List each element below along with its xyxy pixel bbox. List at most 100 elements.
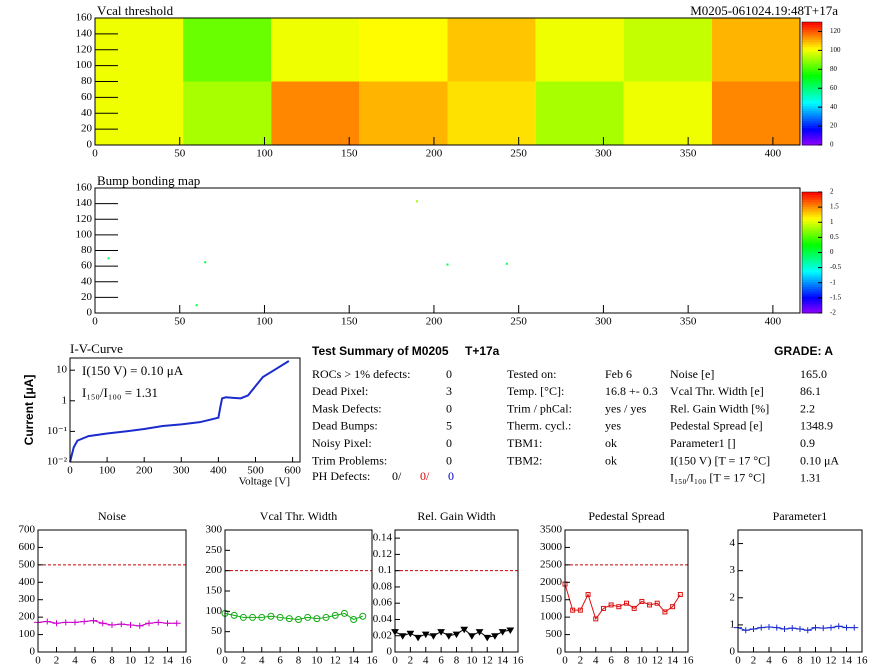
colorbar-label: -0.5: [830, 263, 842, 271]
y-tick-label: 1000: [540, 611, 563, 623]
y-tick-label: 3500: [540, 524, 563, 536]
chart-title: I-V-Curve: [70, 341, 123, 356]
marker: [295, 615, 302, 623]
marker: [677, 591, 683, 597]
summary-value: Feb 6: [605, 367, 632, 381]
x-tick-label: 14: [162, 655, 174, 667]
x-tick-label: 8: [109, 655, 115, 667]
colorbar-strip: [802, 34, 822, 38]
chart-title: Rel. Gain Width: [417, 509, 495, 523]
marker: [467, 633, 476, 640]
data-line: [564, 583, 681, 620]
marker: [98, 620, 107, 627]
colorbar-strip: [802, 76, 822, 80]
x-tick-label: 0: [392, 655, 398, 667]
y-tick-label: 120: [76, 213, 93, 225]
y-axis-label: Current [μA]: [22, 375, 36, 446]
colorbar-strip: [802, 296, 822, 299]
colorbar-strip: [802, 223, 822, 227]
heatmap-cell: [183, 18, 272, 82]
colorbar-strip: [802, 291, 822, 295]
colorbar-strip: [802, 237, 822, 241]
y-tick-label: 10⁻¹: [47, 425, 67, 437]
marker: [608, 602, 614, 608]
x-tick-label: 400: [765, 148, 782, 160]
summary-value: 2.2: [800, 401, 815, 415]
colorbar-strip: [802, 135, 822, 139]
x-tick-label: 0: [562, 655, 568, 667]
y-tick-label: 60: [81, 91, 93, 103]
summary-value: yes: [605, 419, 621, 433]
grade: GRADE: A: [774, 344, 833, 358]
summary-value: 0: [446, 453, 452, 467]
marker: [749, 625, 758, 632]
x-tick-label: 12: [826, 655, 837, 667]
colorbar-strip: [802, 245, 822, 249]
y-tick-label: 250: [206, 544, 223, 556]
colorbar-strip: [802, 51, 822, 55]
y-tick-label: 300: [19, 593, 36, 605]
marker: [460, 626, 469, 634]
colorbar-label: 0: [830, 141, 834, 149]
colorbar-strip: [802, 192, 822, 195]
colorbar-label: 100: [830, 46, 841, 54]
colorbar-strip: [802, 137, 822, 141]
colorbar-strip: [802, 98, 822, 102]
colorbar-strip: [802, 233, 822, 237]
x-tick-label: 4: [259, 655, 265, 667]
marker: [421, 631, 430, 639]
colorbar-strip: [802, 31, 822, 35]
y-tick-label: 0.06: [373, 597, 393, 609]
summary-value: 0.10 μA: [800, 453, 839, 467]
colorbar-strip: [802, 115, 822, 119]
summary-value: 16.8 +- 0.3: [605, 384, 658, 398]
marker: [765, 624, 773, 631]
chart-title: Parameter1: [773, 509, 828, 523]
y-tick-label: 10⁻²: [47, 456, 68, 468]
heatmap-cell: [623, 18, 712, 82]
colorbar-label: 2: [830, 188, 834, 196]
colorbar-strip: [802, 142, 822, 146]
marker: [414, 634, 422, 642]
marker: [811, 624, 820, 631]
y-tick-label: 20: [81, 123, 93, 135]
x-tick-label: 10: [466, 655, 478, 667]
colorbar-strip: [802, 105, 822, 109]
marker: [108, 621, 116, 628]
summary-label: Dead Bumps:: [312, 419, 378, 433]
heatmap-cell: [271, 18, 360, 82]
x-tick-label: 16: [367, 655, 379, 667]
colorbar-strip: [802, 100, 822, 104]
heatmap-cell: [535, 81, 624, 145]
summary-value: 165.0: [800, 367, 827, 381]
marker: [741, 627, 750, 634]
colorbar-strip: [802, 196, 822, 200]
y-tick-label: 100: [206, 605, 223, 617]
marker: [43, 618, 52, 625]
y-tick-label: 1500: [540, 593, 563, 605]
x-tick-label: 8: [797, 655, 803, 667]
colorbar-strip: [802, 211, 822, 215]
defect-point: [195, 304, 198, 307]
y-tick-label: 0: [87, 139, 93, 151]
marker: [498, 629, 507, 636]
marker: [340, 609, 348, 617]
marker: [616, 604, 622, 610]
colorbar-strip: [802, 267, 822, 270]
summary-label: ROCs > 1% defects:: [312, 367, 410, 381]
y-tick-label: 3: [730, 564, 736, 576]
marker: [654, 600, 660, 606]
summary-label: Therm. cycl.:: [507, 419, 571, 433]
marker: [89, 617, 98, 624]
x-tick-label: 4: [72, 655, 78, 667]
x-tick-label: 2: [751, 655, 757, 667]
marker: [71, 619, 79, 626]
y-tick-label: 2: [730, 591, 736, 603]
colorbar-strip: [802, 29, 822, 33]
colorbar-label: 1.5: [830, 203, 839, 211]
marker: [80, 618, 89, 625]
colorbar-strip: [802, 85, 822, 89]
marker: [850, 624, 859, 631]
colorbar-strip: [802, 281, 822, 285]
x-tick-label: 6: [91, 655, 97, 667]
